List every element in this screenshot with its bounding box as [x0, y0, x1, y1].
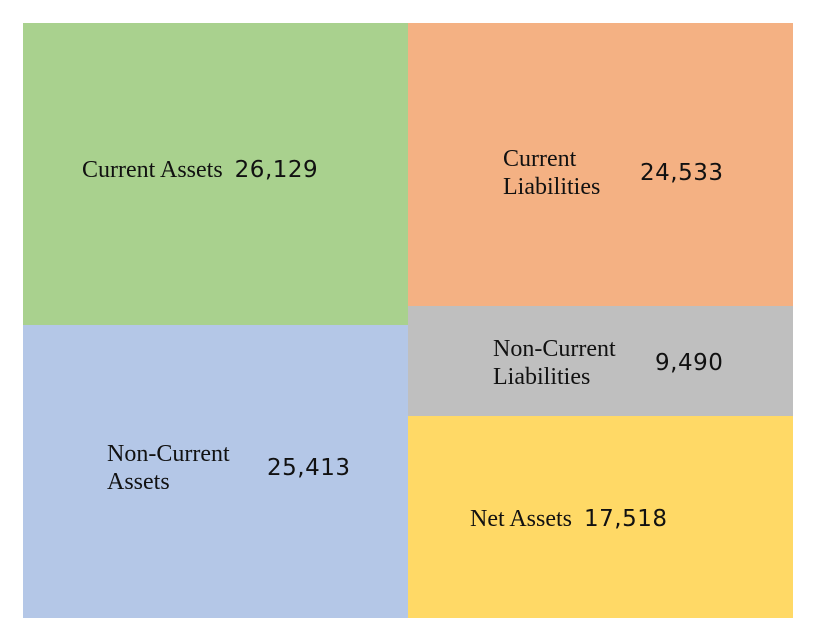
label-current-liabilities: Current Liabilities 24,533: [503, 145, 723, 201]
net-assets-name: Net Assets: [470, 506, 572, 532]
non-current-assets-name: Non-Current Assets: [107, 441, 230, 495]
block-net-assets: [408, 415, 793, 618]
non-current-assets-value: 25,413: [267, 455, 351, 481]
label-net-assets: Net Assets 17,518: [470, 505, 667, 533]
block-current-assets: [23, 23, 408, 325]
non-current-liabilities-value: 9,490: [655, 350, 724, 376]
non-current-liabilities-name: Non-Current Liabilities: [493, 336, 616, 390]
current-liabilities-name: Current Liabilities: [503, 146, 601, 200]
label-current-assets: Current Assets 26,129: [82, 156, 318, 184]
block-non-current-assets: [23, 324, 408, 618]
current-liabilities-value: 24,533: [640, 160, 724, 186]
block-non-current-liabilities: [408, 306, 793, 416]
block-current-liabilities: [408, 23, 793, 307]
current-assets-value: 26,129: [234, 157, 319, 183]
label-non-current-assets: Non-Current Assets 25,413: [107, 440, 350, 496]
net-assets-value: 17,518: [584, 506, 668, 532]
current-assets-name: Current Assets: [82, 157, 223, 183]
label-non-current-liabilities: Non-Current Liabilities 9,490: [493, 335, 723, 391]
